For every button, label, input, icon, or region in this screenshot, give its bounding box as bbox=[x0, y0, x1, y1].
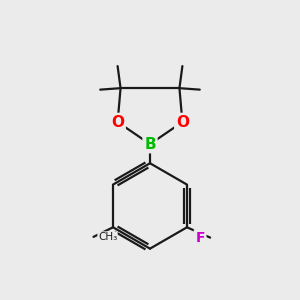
Text: O: O bbox=[176, 115, 189, 130]
Text: O: O bbox=[111, 115, 124, 130]
Text: F: F bbox=[195, 231, 205, 244]
Text: CH₃: CH₃ bbox=[98, 232, 117, 242]
Text: B: B bbox=[144, 136, 156, 152]
